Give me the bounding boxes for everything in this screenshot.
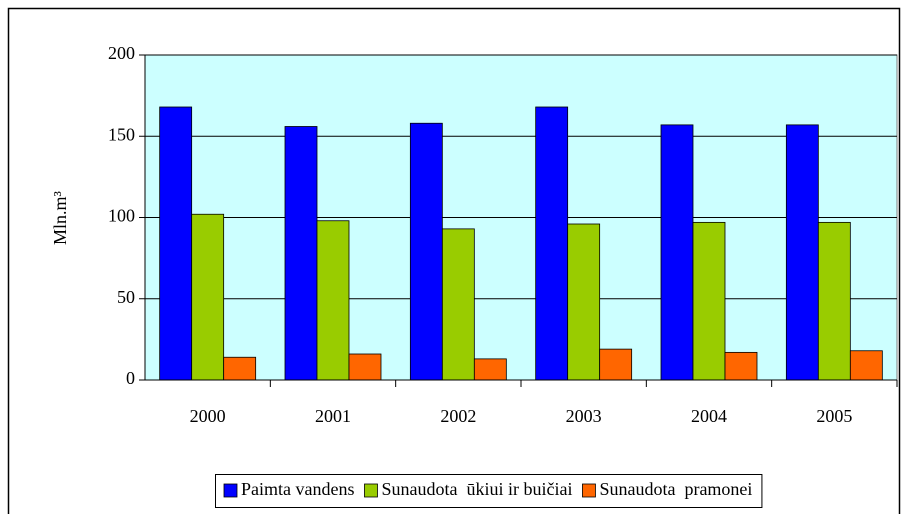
bar [567, 223, 601, 381]
x-tick-label: 2003 [566, 406, 602, 426]
y-tick-label: 0 [126, 368, 135, 388]
bar [316, 220, 350, 381]
legend-label: Paimta vandens [241, 479, 354, 499]
bar [348, 353, 382, 381]
x-tick-label: 2001 [315, 406, 351, 426]
bar [191, 213, 225, 381]
x-tick-label: 2002 [440, 406, 476, 426]
bar [441, 228, 475, 381]
legend-label: Sunaudota ūkiui ir buičiai [381, 479, 572, 499]
bar [535, 106, 569, 381]
bar [692, 221, 726, 381]
bar [660, 124, 694, 381]
x-tick-label: 2004 [691, 406, 727, 426]
bar [284, 126, 318, 381]
y-tick-label: 100 [108, 206, 135, 226]
y-tick-label: 200 [108, 43, 135, 63]
y-tick-label: 150 [108, 124, 135, 144]
bar [599, 348, 633, 381]
legend-swatch [223, 483, 238, 498]
bar [785, 124, 819, 381]
x-tick-label: 2005 [816, 406, 852, 426]
bar [223, 356, 257, 381]
legend-swatch [582, 483, 596, 498]
bar [473, 358, 507, 381]
legend [215, 474, 763, 508]
bar [409, 122, 443, 381]
bar [849, 350, 883, 381]
x-tick-label: 2000 [190, 406, 226, 426]
bar [159, 106, 193, 381]
y-tick-label: 50 [117, 287, 135, 307]
bar [817, 221, 851, 381]
bar [724, 351, 758, 381]
y-axis-label: Mln.m³ [50, 190, 70, 245]
legend-label: Sunaudota pramonei [599, 479, 752, 499]
legend-swatch [364, 483, 378, 498]
